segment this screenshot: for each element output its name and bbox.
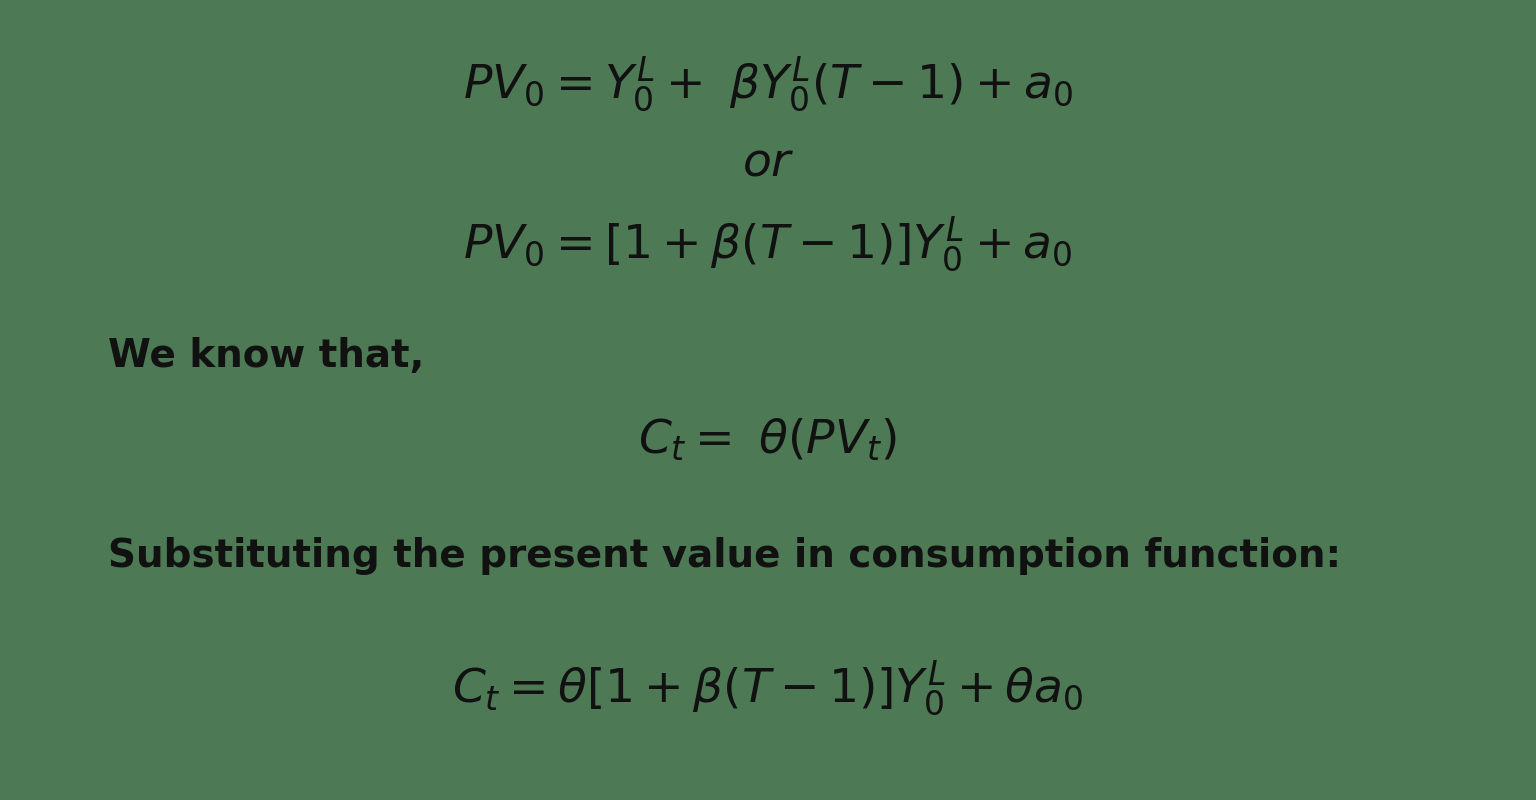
Text: Substituting the present value in consumption function:: Substituting the present value in consum…	[108, 537, 1341, 575]
Text: $or$: $or$	[742, 142, 794, 186]
Text: $C_t = \theta[1 + \beta(T - 1)]Y_0^L + \theta a_0$: $C_t = \theta[1 + \beta(T - 1)]Y_0^L + \…	[452, 658, 1084, 718]
Text: $C_t = \ \theta(PV_t)$: $C_t = \ \theta(PV_t)$	[639, 417, 897, 463]
Text: We know that,: We know that,	[108, 337, 424, 375]
Text: $PV_0 = Y_0^L + \ \beta Y_0^L(T - 1) + a_0$: $PV_0 = Y_0^L + \ \beta Y_0^L(T - 1) + a…	[464, 54, 1072, 114]
Text: $PV_0 = [1 + \beta(T - 1)]Y_0^L + a_0$: $PV_0 = [1 + \beta(T - 1)]Y_0^L + a_0$	[464, 214, 1072, 274]
